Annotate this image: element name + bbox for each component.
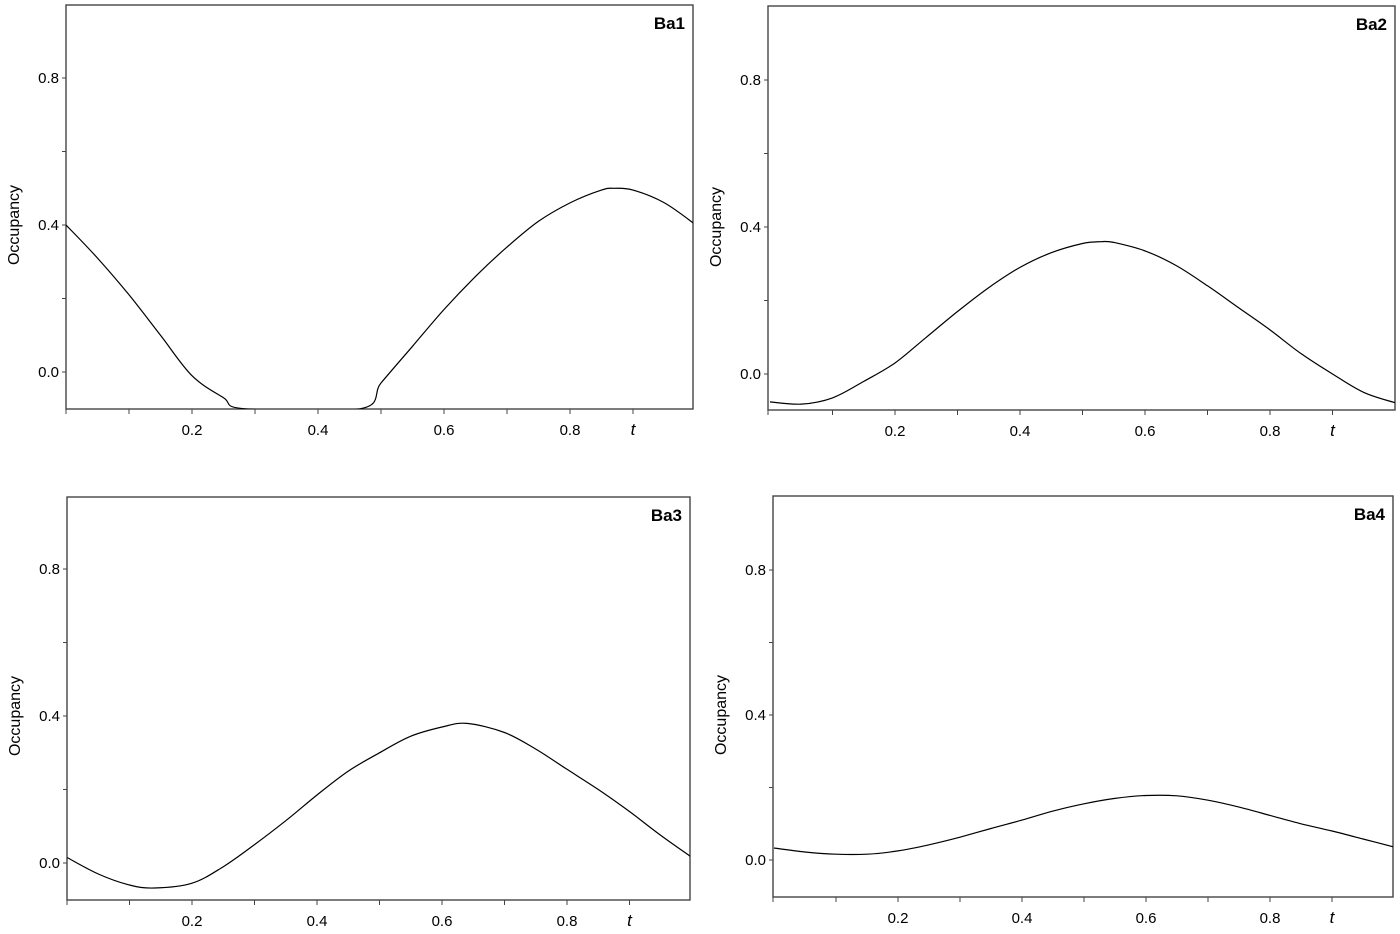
occupancy-curve [67,722,690,889]
y-axis-label: Occupancy [708,187,725,267]
y-tick-label: 0.0 [745,852,766,869]
x-tick-label: 0.2 [182,913,203,930]
y-tick-label: 0.4 [740,219,761,236]
y-tick-label: 0.0 [38,364,59,381]
y-tick-label: 0.8 [740,72,761,89]
y-axis-label: Occupancy [713,675,730,755]
y-tick-label: 0.8 [745,562,766,579]
panel-ba3: 0.0 0.4 0.8 0.2 0.4 0.6 0.8 t Occupancy Ba3 [7,496,691,930]
x-axis-label: t [627,911,633,930]
x-tick-label: 0.6 [432,913,453,930]
y-tick-label: 0.4 [745,707,766,724]
x-axis-label: t [1330,421,1336,440]
plot-frame [767,5,1396,411]
x-tick-label: 0.8 [1260,910,1281,927]
y-axis-label: Occupancy [7,676,24,756]
panel-title: Ba1 [654,14,685,33]
x-tick-label: 0.2 [182,422,203,439]
plot-frame [772,495,1394,898]
x-tick-label: 0.8 [560,422,581,439]
x-tick-label: 0.8 [1260,423,1281,440]
x-tick-label: 0.2 [888,910,909,927]
y-axis-label: Occupancy [6,185,23,265]
plot-frame [65,4,694,410]
occupancy-curve [773,794,1393,856]
x-tick-label: 0.4 [307,913,328,930]
y-tick-label: 0.0 [740,366,761,383]
occupancy-curve [769,240,1395,405]
occupancy-curve [66,187,693,409]
x-axis-label: t [631,420,637,439]
panel-title: Ba3 [651,506,682,525]
x-tick-label: 0.6 [1136,910,1157,927]
panel-title: Ba2 [1356,15,1387,34]
x-tick-label: 0.4 [1010,423,1031,440]
y-tick-label: 0.8 [38,70,59,87]
y-tick-label: 0.8 [39,561,60,578]
panel-ba1: 0.0 0.4 0.8 0.2 0.4 0.6 0.8 t Occupancy Ba1 [6,4,694,439]
x-axis-label: t [1330,908,1336,927]
x-tick-label: 0.6 [1135,423,1156,440]
panel-ba2: 0.0 0.4 0.8 0.2 0.4 0.6 0.8 t Occupancy Ba2 [708,5,1396,440]
plot-frame [66,496,691,901]
x-tick-label: 0.2 [885,423,906,440]
x-tick-label: 0.4 [1012,910,1033,927]
y-tick-label: 0.4 [39,708,60,725]
panel-title: Ba4 [1354,505,1386,524]
x-tick-label: 0.6 [434,422,455,439]
y-tick-label: 0.0 [39,855,60,872]
x-tick-label: 0.4 [308,422,329,439]
y-tick-label: 0.4 [38,217,59,234]
panel-ba4: 0.0 0.4 0.8 0.2 0.4 0.6 0.8 t Occupancy Ba4 [713,495,1394,927]
x-tick-label: 0.8 [557,913,578,930]
